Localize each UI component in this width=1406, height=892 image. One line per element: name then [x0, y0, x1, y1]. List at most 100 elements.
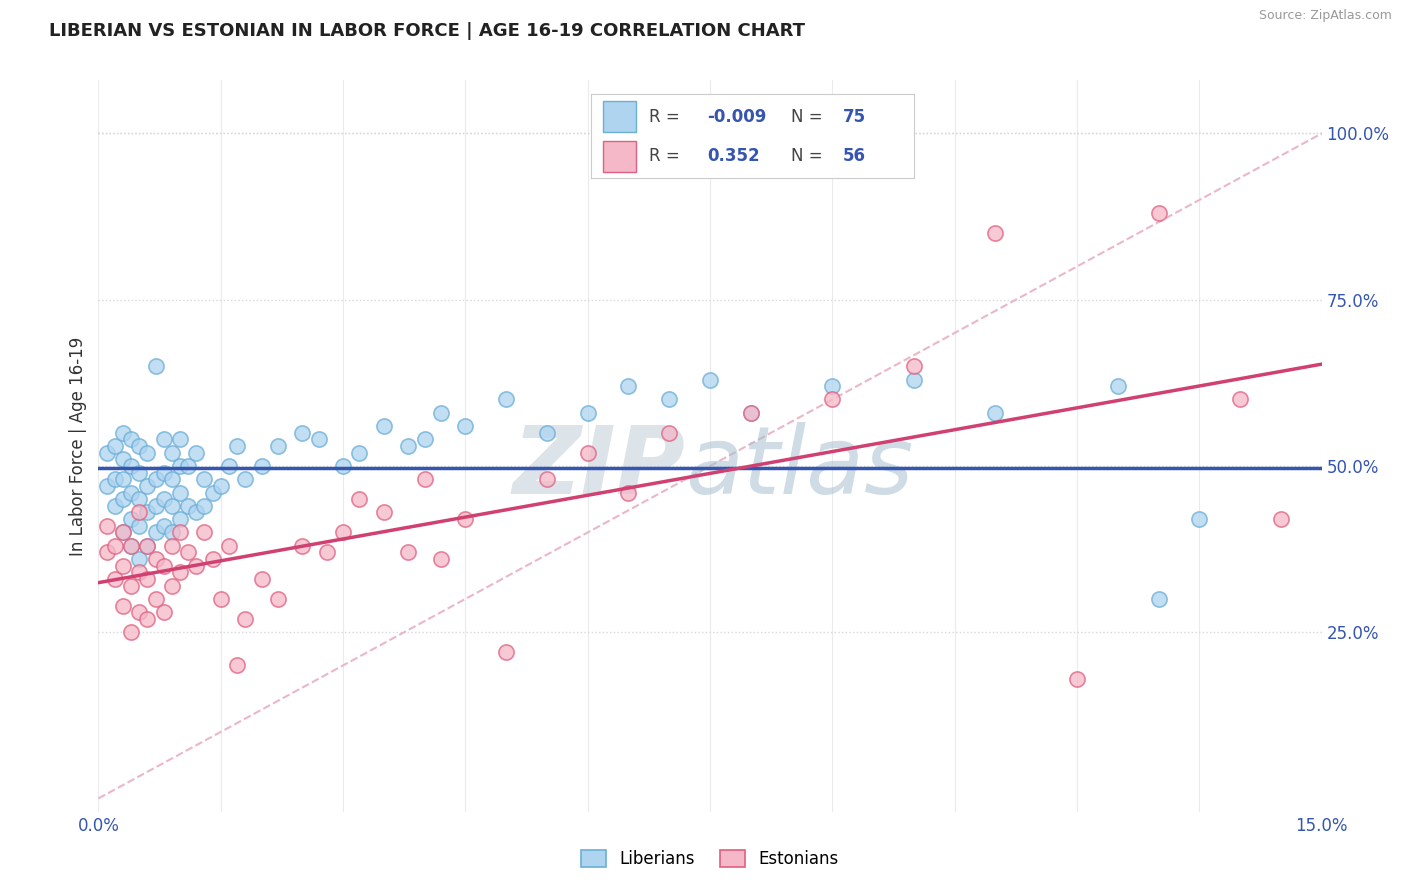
Point — [413, 472, 436, 486]
Point — [128, 566, 150, 580]
Legend: Liberians, Estonians: Liberians, Estonians — [574, 842, 846, 877]
Point — [186, 558, 208, 573]
Bar — [603, 102, 636, 132]
Point — [209, 479, 232, 493]
Point — [96, 545, 118, 559]
Point — [373, 419, 395, 434]
Point — [128, 518, 150, 533]
Point — [193, 472, 215, 486]
Point — [169, 433, 191, 447]
Point — [984, 406, 1007, 420]
Point — [233, 612, 256, 626]
Point — [111, 558, 134, 573]
Point — [315, 545, 337, 559]
Point — [128, 506, 150, 520]
Point — [617, 485, 640, 500]
Point — [128, 492, 150, 507]
Point — [1188, 512, 1211, 526]
Point — [536, 472, 558, 486]
Point — [152, 433, 174, 447]
Point — [104, 439, 127, 453]
Point — [193, 499, 215, 513]
Point — [984, 226, 1007, 240]
Point — [903, 372, 925, 386]
Point — [332, 525, 354, 540]
Point — [169, 525, 191, 540]
Point — [145, 499, 167, 513]
Text: 75: 75 — [842, 108, 866, 126]
Point — [120, 625, 142, 640]
Point — [111, 599, 134, 613]
Point — [128, 439, 150, 453]
Point — [160, 525, 183, 540]
Point — [104, 499, 127, 513]
Text: -0.009: -0.009 — [707, 108, 766, 126]
Point — [495, 392, 517, 407]
Point — [169, 512, 191, 526]
Point — [186, 506, 208, 520]
Bar — [603, 141, 636, 171]
Point — [128, 605, 150, 619]
Point — [186, 445, 208, 459]
Point — [145, 472, 167, 486]
Point — [373, 506, 395, 520]
Point — [250, 572, 273, 586]
Point — [536, 425, 558, 440]
Point — [291, 425, 314, 440]
Point — [128, 466, 150, 480]
Text: atlas: atlas — [686, 423, 914, 514]
Text: 56: 56 — [842, 147, 866, 165]
Point — [104, 572, 127, 586]
Point — [152, 518, 174, 533]
Point — [145, 525, 167, 540]
Point — [111, 492, 134, 507]
Point — [177, 458, 200, 473]
Point — [226, 439, 249, 453]
Point — [111, 452, 134, 467]
Point — [1229, 392, 1251, 407]
Point — [226, 658, 249, 673]
Point — [152, 492, 174, 507]
Point — [267, 439, 290, 453]
Point — [104, 472, 127, 486]
Text: ZIP: ZIP — [513, 422, 686, 514]
Point — [413, 433, 436, 447]
Text: N =: N = — [792, 108, 828, 126]
Point — [111, 525, 134, 540]
Point — [291, 539, 314, 553]
Point — [396, 545, 419, 559]
Point — [576, 406, 599, 420]
Point — [111, 525, 134, 540]
Point — [96, 479, 118, 493]
Text: N =: N = — [792, 147, 828, 165]
Point — [430, 406, 453, 420]
Point — [658, 392, 681, 407]
Point — [218, 458, 240, 473]
Point — [250, 458, 273, 473]
Point — [160, 579, 183, 593]
Point — [349, 492, 371, 507]
Point — [1107, 379, 1129, 393]
Point — [1147, 206, 1170, 220]
Point — [454, 512, 477, 526]
Point — [145, 552, 167, 566]
Point — [152, 466, 174, 480]
Point — [145, 359, 167, 374]
Point — [201, 552, 224, 566]
Point — [136, 612, 159, 626]
Point — [658, 425, 681, 440]
Point — [120, 512, 142, 526]
Point — [120, 539, 142, 553]
Point — [821, 379, 844, 393]
Point — [136, 572, 159, 586]
Point — [740, 406, 762, 420]
Point — [145, 591, 167, 606]
Point — [308, 433, 330, 447]
Point — [136, 445, 159, 459]
Point — [136, 506, 159, 520]
Point — [169, 458, 191, 473]
Text: 0.352: 0.352 — [707, 147, 759, 165]
Point — [1066, 672, 1088, 686]
Point — [160, 445, 183, 459]
Point — [120, 539, 142, 553]
